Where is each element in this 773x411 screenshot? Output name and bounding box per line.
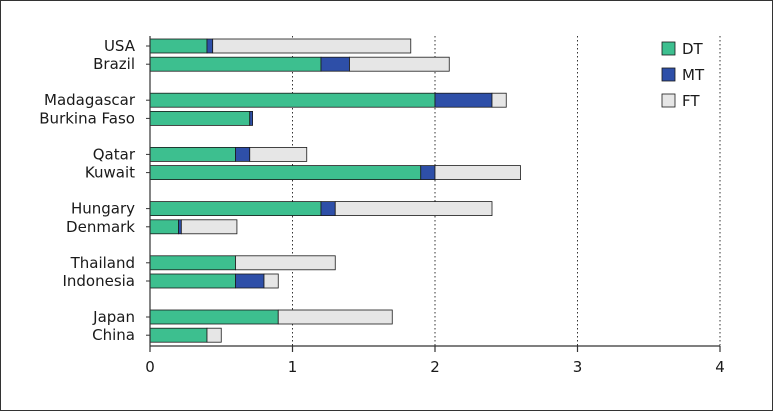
category-label-china: China — [92, 326, 135, 344]
category-label-madagascar: Madagascar — [44, 91, 136, 109]
category-label-hungary: Hungary — [71, 200, 135, 218]
legend-label-ft: FT — [682, 92, 700, 110]
bar-indonesia-ft — [263, 273, 279, 289]
bar-brazil-ft — [349, 56, 450, 72]
gridlines — [292, 36, 721, 346]
bar-thailand-dt — [149, 255, 236, 271]
category-label-denmark: Denmark — [66, 218, 135, 236]
bar-denmark-ft — [180, 219, 238, 235]
legend-swatch-mt — [661, 67, 676, 82]
axes — [146, 36, 720, 347]
bar-china-ft — [206, 327, 222, 343]
legend-swatch-dt — [661, 41, 676, 56]
bar-japan-ft — [277, 309, 393, 325]
bar-kuwait-mt — [420, 165, 436, 181]
bar-japan-dt — [149, 309, 279, 325]
category-label-usa: USA — [104, 37, 136, 55]
bar-madagascar-dt — [149, 92, 436, 108]
bar-hungary-ft — [334, 201, 493, 217]
x-tick-label-1: 1 — [288, 358, 298, 376]
bars — [149, 38, 521, 343]
bar-thailand-ft — [235, 255, 336, 271]
bar-usa-mt — [206, 38, 214, 54]
category-label-brazil: Brazil — [93, 55, 135, 73]
bar-hungary-mt — [320, 201, 336, 217]
category-label-japan: Japan — [92, 308, 135, 326]
category-label-qatar: Qatar — [93, 145, 136, 163]
category-label-thailand: Thailand — [70, 254, 135, 272]
category-label-burkina-faso: Burkina Faso — [39, 109, 135, 127]
legend-label-mt: MT — [682, 66, 705, 84]
bar-qatar-dt — [149, 146, 236, 162]
legend-swatch-ft — [661, 93, 676, 108]
bar-qatar-ft — [249, 146, 308, 162]
category-label-indonesia: Indonesia — [62, 272, 135, 290]
category-label-kuwait: Kuwait — [85, 164, 135, 182]
bar-brazil-dt — [149, 56, 322, 72]
bar-burkina-faso-dt — [149, 111, 251, 126]
bar-kuwait-ft — [434, 165, 521, 181]
x-tick-label-2: 2 — [430, 358, 440, 376]
bar-kuwait-dt — [149, 165, 422, 181]
bar-madagascar-ft — [491, 92, 507, 108]
bar-denmark-dt — [149, 219, 179, 235]
bar-hungary-dt — [149, 201, 322, 217]
x-tick-label-3: 3 — [573, 358, 583, 376]
legend-label-dt: DT — [682, 40, 704, 58]
legend: DT MT FT — [661, 40, 705, 110]
x-tick-label-4: 4 — [715, 358, 725, 376]
bar-burkina-faso-mt — [249, 111, 253, 126]
bar-usa-dt — [149, 38, 208, 54]
bar-indonesia-mt — [235, 273, 265, 289]
x-tick-label-0: 0 — [145, 358, 155, 376]
bar-denmark-mt — [178, 219, 182, 235]
bar-usa-ft — [212, 38, 412, 54]
x-ticks: 0 1 2 3 4 — [145, 346, 725, 376]
bar-indonesia-dt — [149, 273, 236, 289]
bar-madagascar-mt — [434, 92, 493, 108]
bar-qatar-mt — [235, 146, 251, 162]
bar-brazil-mt — [320, 56, 350, 72]
bar-china-dt — [149, 327, 208, 343]
